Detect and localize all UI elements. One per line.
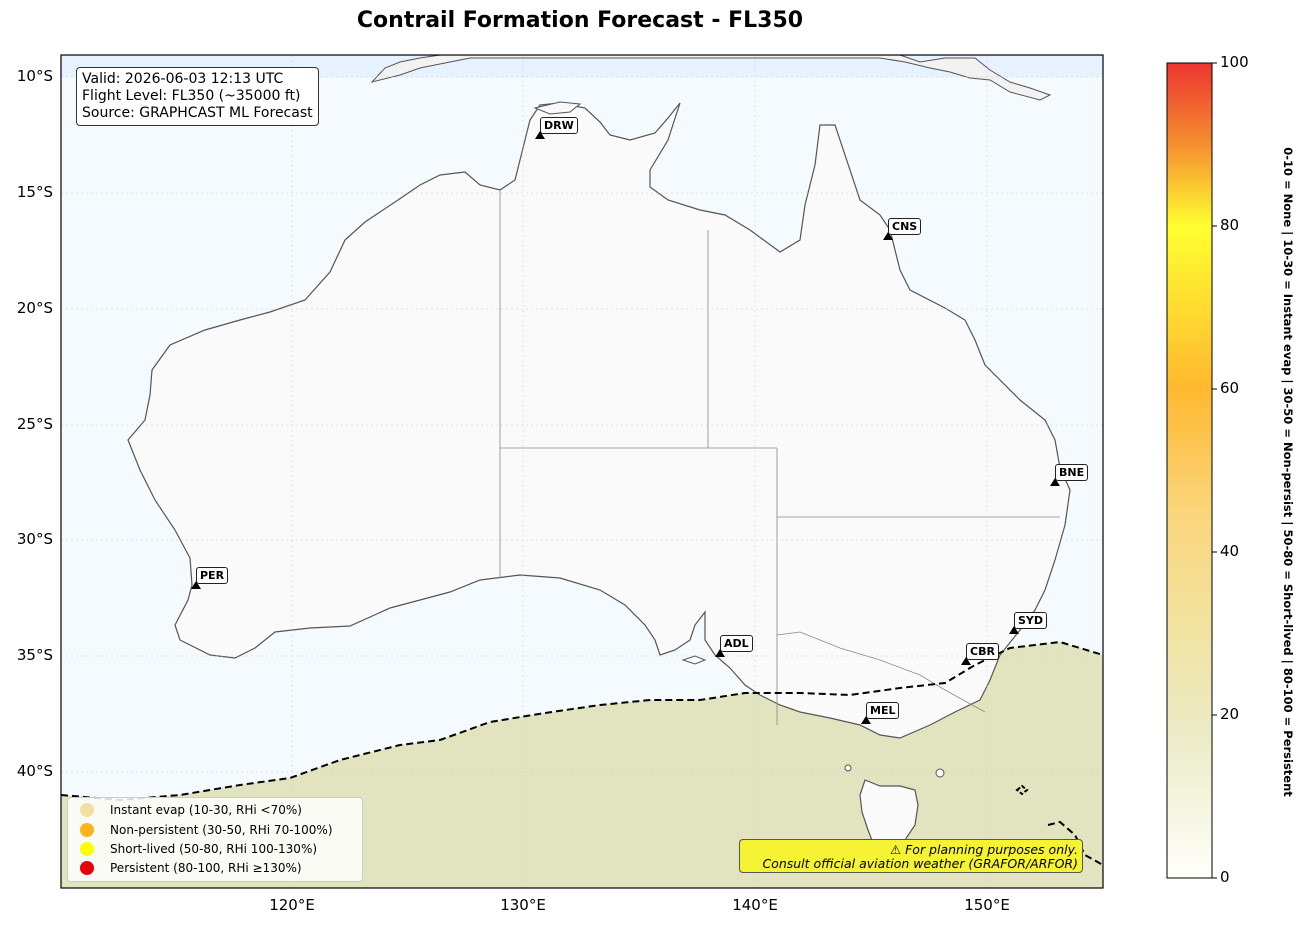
legend-label: Non-persistent (30-50, RHi 70-100%) xyxy=(110,823,333,837)
lat-tick-label: 25°S xyxy=(16,415,53,433)
lon-tick-label: 130°E xyxy=(500,896,546,914)
data-source: Source: GRAPHCAST ML Forecast xyxy=(82,105,313,121)
colorbar-gradient xyxy=(1166,62,1213,879)
flight-level: Flight Level: FL350 (~35000 ft) xyxy=(82,88,301,104)
colorbar-tick-label: 40 xyxy=(1220,542,1240,560)
map-frame xyxy=(60,54,1104,889)
legend-item-instant-evap: Instant evap (10-30, RHi <70%) xyxy=(80,801,302,819)
airport-marker-icon xyxy=(1050,478,1060,486)
airport-marker-icon xyxy=(1009,626,1019,634)
australia-mainland xyxy=(127,102,1071,739)
valid-time: Valid: 2026-06-03 12:13 UTC xyxy=(82,71,284,87)
lat-tick-label: 40°S xyxy=(16,762,53,780)
colorbar-tick-label: 80 xyxy=(1220,216,1240,234)
legend-item-persistent: Persistent (80-100, RHi ≥130%) xyxy=(80,859,302,877)
airport-marker-icon xyxy=(861,716,871,724)
colorbar-side-label: 0-10 = None | 10-30 = Instant evap | 30-… xyxy=(1281,147,1295,797)
airport-label-syd: SYD xyxy=(1014,612,1048,629)
legend-dot-icon xyxy=(80,842,94,856)
legend-item-short-lived: Short-lived (50-80, RHi 100-130%) xyxy=(80,840,317,858)
info-box: Valid: 2026-06-03 12:13 UTC Flight Level… xyxy=(76,67,319,126)
lat-tick-label: 15°S xyxy=(16,183,53,201)
lat-tick-label: 30°S xyxy=(16,530,53,548)
colorbar-tick-label: 0 xyxy=(1220,868,1230,886)
gridlines xyxy=(61,55,1103,888)
airport-label-mel: MEL xyxy=(866,702,900,719)
legend-label: Short-lived (50-80, RHi 100-130%) xyxy=(110,842,318,856)
airport-label-adl: ADL xyxy=(720,635,753,652)
airport-label-cns: CNS xyxy=(888,218,922,235)
lon-tick-label: 120°E xyxy=(269,896,315,914)
legend-dot-icon xyxy=(80,823,94,837)
contrail-boundary xyxy=(61,640,1103,802)
airport-marker-icon xyxy=(715,649,725,657)
new-guinea xyxy=(370,55,1052,101)
legend-item-non-persistent: Non-persistent (30-50, RHi 70-100%) xyxy=(80,821,333,839)
colorbar-tick-label: 60 xyxy=(1220,379,1240,397)
lat-tick-label: 20°S xyxy=(16,299,53,317)
airport-layer xyxy=(191,131,1060,724)
lat-tick-label: 10°S xyxy=(16,67,53,85)
lon-tick-label: 150°E xyxy=(964,896,1010,914)
chart-title: Contrail Formation Forecast - FL350 xyxy=(356,8,804,33)
state-borders xyxy=(499,190,1060,725)
planning-warning: ⚠ For planning purposes only. Consult of… xyxy=(739,839,1083,873)
legend: Instant evap (10-30, RHi <70%) Non-persi… xyxy=(67,797,363,882)
colorbar-tick-label: 20 xyxy=(1220,705,1240,723)
lon-tick-label: 140°E xyxy=(732,896,778,914)
airport-marker-icon xyxy=(961,657,971,665)
lat-tick-label: 35°S xyxy=(16,646,53,664)
legend-label: Instant evap (10-30, RHi <70%) xyxy=(110,803,302,817)
tiwi-islands xyxy=(533,101,582,115)
airport-label-drw: DRW xyxy=(540,117,578,134)
legend-dot-icon xyxy=(80,803,94,817)
warning-line-2: Consult official aviation weather (GRAFO… xyxy=(762,856,1078,871)
airport-marker-icon xyxy=(883,232,893,240)
airport-label-per: PER xyxy=(196,567,229,584)
airport-label-bne: BNE xyxy=(1055,464,1089,481)
legend-dot-icon xyxy=(80,861,94,875)
colorbar-side-label-wrap: 0-10 = None | 10-30 = Instant evap | 30-… xyxy=(1281,147,1295,797)
colorbar-tick-label: 100 xyxy=(1220,53,1249,71)
kangaroo-island xyxy=(681,655,707,665)
warning-line-1: ⚠ For planning purposes only. xyxy=(890,842,1078,857)
airport-label-cbr: CBR xyxy=(966,643,999,660)
top-band xyxy=(61,55,1103,77)
airport-marker-icon xyxy=(191,581,201,589)
legend-label: Persistent (80-100, RHi ≥130%) xyxy=(110,861,302,875)
airport-marker-icon xyxy=(535,131,545,139)
